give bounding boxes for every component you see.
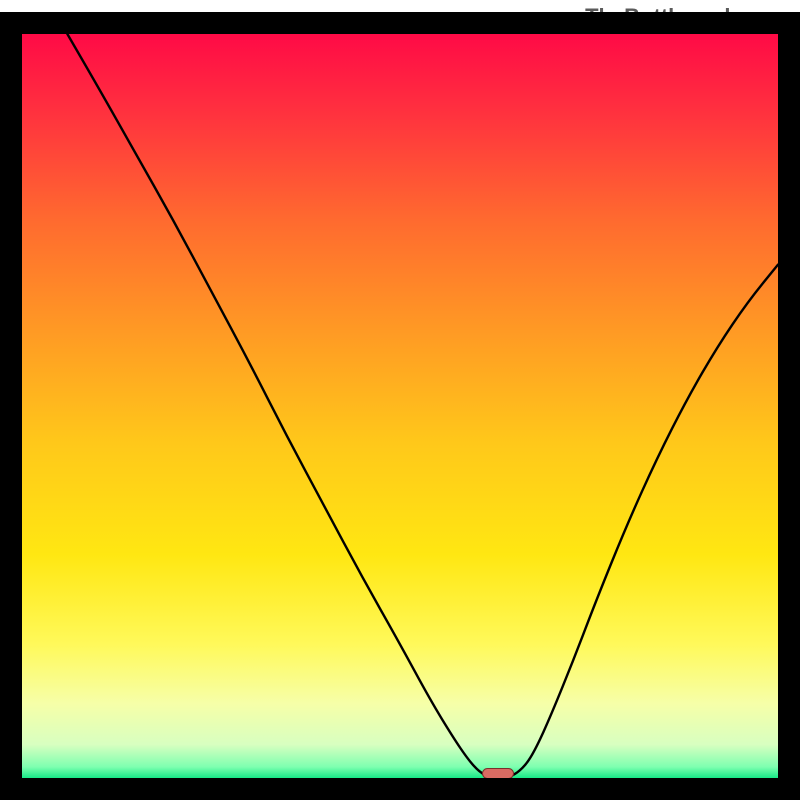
bottleneck-curve [22,34,778,778]
plot-frame-top [0,12,800,34]
plot-frame-bottom [0,778,800,800]
optimum-marker [482,768,514,778]
chart-container: { "watermark": { "text": "TheBottleneck.… [0,0,800,800]
plot-frame-right [778,12,800,800]
plot-area [22,34,778,778]
plot-frame-left [0,12,22,800]
